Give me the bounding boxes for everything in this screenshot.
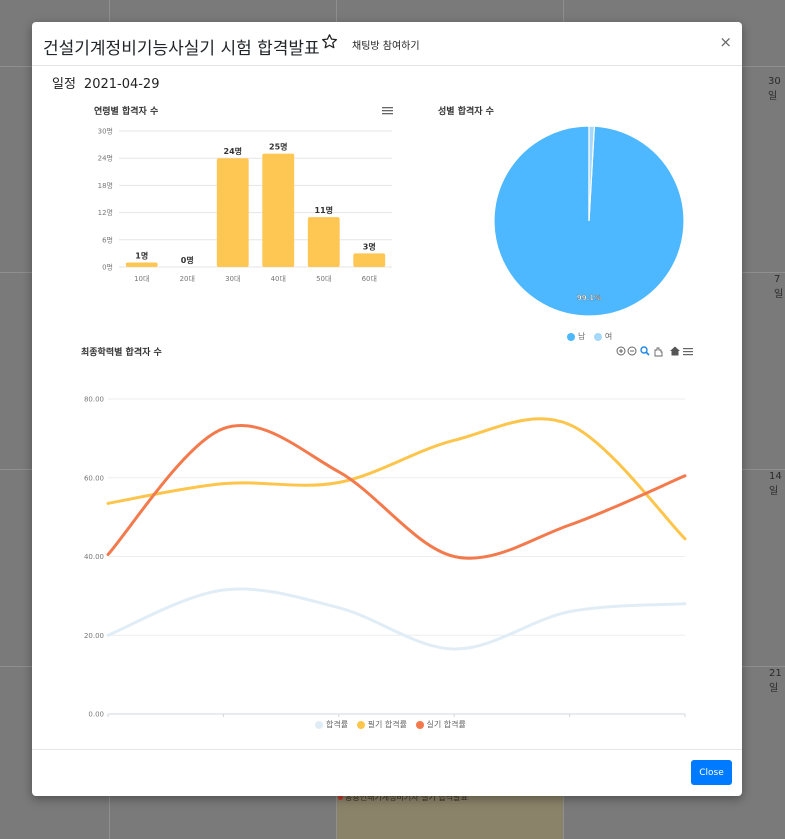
y-tick-label: 20.00: [84, 632, 104, 640]
x-tick-label: 40대: [271, 275, 286, 283]
bar-data-label: 1명: [135, 250, 148, 260]
calendar-event-label: 응용인쇄기계정비기사 실기 합격발표: [345, 793, 468, 802]
x-tick-label: 50대: [316, 275, 331, 283]
home-icon[interactable]: [670, 346, 680, 356]
legend-item[interactable]: 남: [567, 331, 585, 342]
legend-item[interactable]: 여: [593, 331, 613, 342]
search-icon[interactable]: [640, 346, 650, 356]
y-tick-label: 60.00: [84, 474, 104, 482]
y-tick-label: 40.00: [84, 553, 104, 561]
bar-data-label: 25명: [269, 142, 288, 152]
calendar-day: 21일: [769, 668, 782, 694]
calendar-day: 7일: [774, 274, 784, 300]
bar-data-label: 24명: [224, 146, 243, 156]
education-chart-title: 최종학력별 합격자 수: [81, 348, 162, 358]
legend-label: 실기 합격률: [426, 720, 466, 729]
bar: [262, 153, 295, 267]
y-tick-label: 12명: [98, 208, 113, 217]
line-series: [106, 587, 687, 651]
x-tick-label: 10대: [134, 275, 149, 283]
y-tick-label: 6명: [102, 235, 113, 244]
schedule-date: 2021-04-29: [83, 77, 160, 92]
gender-pie-chart: 99.1%: [493, 125, 685, 317]
legend-label: 필기 합격률: [367, 720, 407, 729]
chart-toolbar: [616, 346, 693, 357]
close-button[interactable]: Close: [691, 760, 732, 785]
pie-slice: [588, 125, 596, 222]
legend-dot: [415, 720, 424, 729]
legend-dot: [356, 720, 365, 729]
pie-data-label: 99.1%: [577, 294, 601, 302]
bar-data-label: 3명: [363, 241, 376, 251]
gender-chart-title: 성별 합격자 수: [438, 107, 494, 117]
calendar-day: 14일: [769, 471, 782, 497]
menu-icon[interactable]: [382, 106, 393, 115]
legend-label: 남: [578, 332, 586, 341]
legend-dot: [315, 720, 323, 729]
join-chat-link[interactable]: 채팅방 참여하기: [352, 41, 420, 52]
modal-title: 건설기계정비기능사실기 시험 합격발표: [43, 39, 320, 59]
line-series: [106, 417, 687, 541]
bar-data-label: 0명: [181, 255, 194, 265]
schedule-label: 일정: [52, 77, 76, 92]
close-icon[interactable]: ×: [719, 33, 732, 51]
legend-label: 합격률: [326, 720, 349, 729]
zoom-in-icon[interactable]: [616, 346, 626, 356]
bar-data-label: 11명: [315, 205, 334, 215]
modal-footer: Close: [32, 749, 742, 796]
legend-item[interactable]: 합격률: [315, 719, 348, 730]
y-tick-label: 24명: [98, 154, 113, 163]
schedule: 일정 2021-04-29: [52, 73, 159, 92]
calendar-event-cell: [337, 795, 563, 839]
calendar-day: 30일: [768, 76, 781, 102]
modal-header: 건설기계정비기능사실기 시험 합격발표 채팅방 참여하기 ×: [32, 22, 742, 66]
calendar-event[interactable]: 응용인쇄기계정비기사 실기 합격발표: [338, 792, 468, 803]
bar: [307, 217, 340, 267]
y-tick-label: 30명: [98, 127, 113, 136]
pie-legend: 남 여: [567, 331, 618, 343]
legend-item[interactable]: 필기 합격률: [356, 719, 407, 730]
line-series: [106, 423, 687, 560]
event-dot: [338, 795, 343, 800]
bar: [125, 262, 158, 267]
bar: [353, 253, 386, 267]
line-legend: 합격률 필기 합격률 실기 합격률: [315, 719, 472, 731]
legend-dot: [567, 332, 575, 341]
x-tick-label: 20대: [180, 275, 195, 283]
y-tick-label: 0명: [102, 263, 113, 272]
y-tick-label: 0.00: [88, 711, 104, 718]
pan-icon[interactable]: [654, 347, 663, 357]
modal-dialog: 건설기계정비기능사실기 시험 합격발표 채팅방 참여하기 × 일정 2021-04…: [32, 22, 742, 796]
menu-icon[interactable]: [683, 348, 693, 356]
y-tick-label: 80.00: [84, 396, 104, 404]
y-tick-label: 18명: [98, 181, 113, 190]
bar: [216, 158, 249, 267]
legend-item[interactable]: 실기 합격률: [415, 719, 466, 730]
legend-label: 여: [604, 332, 613, 341]
x-tick-label: 60대: [362, 275, 377, 283]
legend-dot: [593, 332, 602, 341]
zoom-out-icon[interactable]: [627, 346, 637, 356]
age-chart-title: 연령별 합격자 수: [94, 107, 159, 117]
age-bar-chart: 0명 6명 12명 18명 24명 30명 1명 10대 0명 20대 24명 30대 25명 40대 11…: [98, 127, 392, 283]
star-icon[interactable]: [321, 33, 338, 50]
education-line-chart: 0.0020.0040.0060.0080.00고졸이하전문대재전문대졸대재대졸…: [84, 396, 687, 718]
x-tick-label: 30대: [225, 275, 240, 283]
